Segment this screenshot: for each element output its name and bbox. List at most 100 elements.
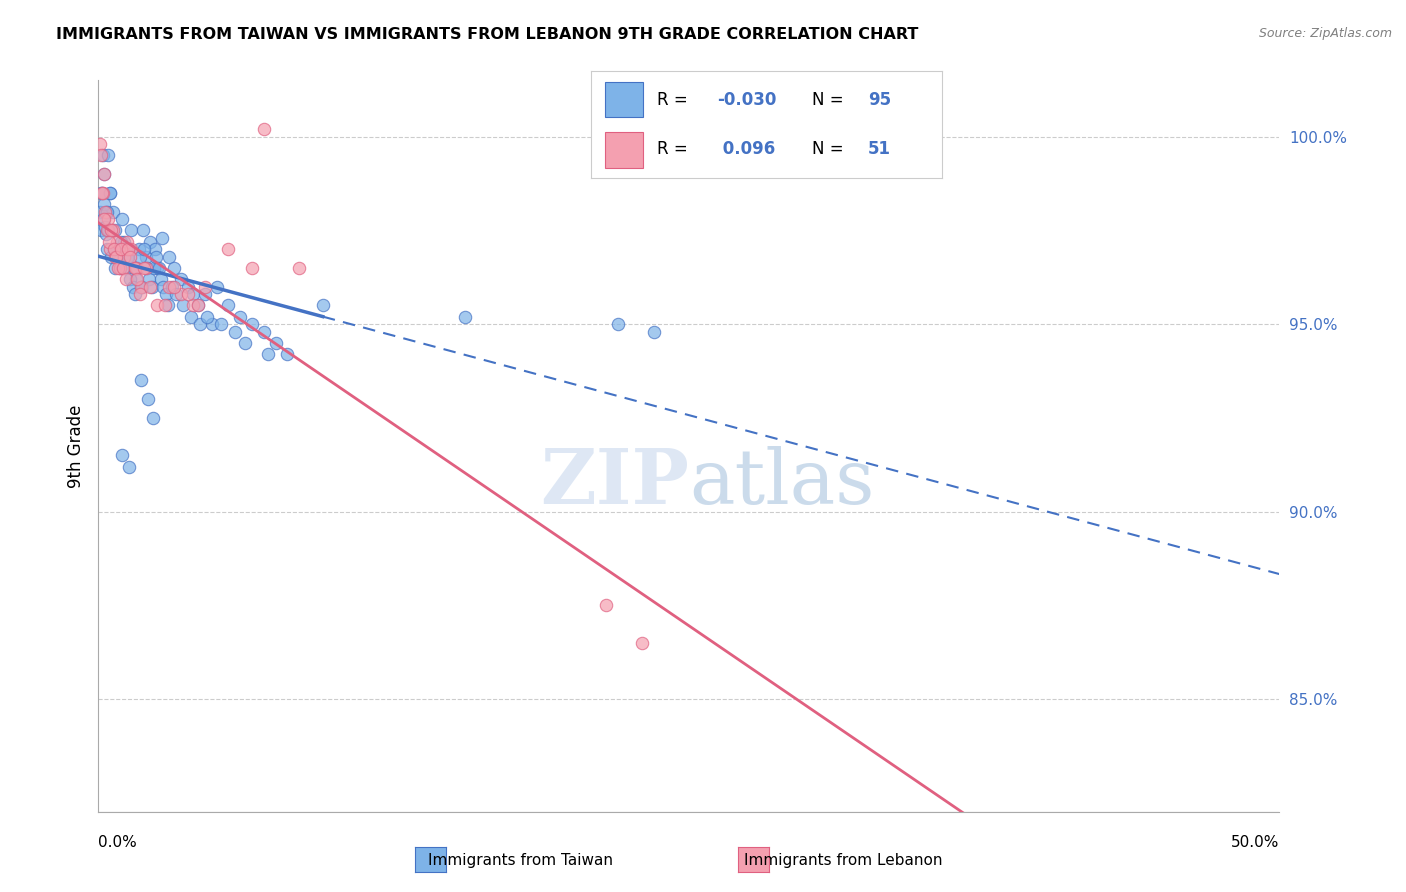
Point	[127, 272, 149, 286]
Text: Immigrants from Taiwan: Immigrants from Taiwan	[427, 854, 613, 868]
Point	[181, 287, 204, 301]
Text: 0.096: 0.096	[717, 141, 775, 159]
Point	[180, 310, 202, 324]
Point	[98, 235, 121, 249]
Point	[121, 279, 143, 293]
Point	[111, 449, 134, 463]
Point	[209, 317, 232, 331]
Point	[110, 242, 132, 256]
Point	[153, 298, 176, 312]
Point	[134, 260, 156, 275]
Text: R =: R =	[657, 141, 693, 159]
Point	[97, 148, 120, 162]
Point	[98, 186, 121, 200]
Point	[105, 242, 128, 256]
Point	[142, 410, 165, 425]
Point	[115, 250, 138, 264]
Point	[240, 317, 263, 331]
Point	[146, 298, 169, 312]
Point	[150, 231, 173, 245]
Point	[112, 260, 135, 275]
Point	[97, 212, 120, 227]
Point	[163, 279, 186, 293]
Point	[91, 212, 114, 227]
Point	[90, 148, 112, 162]
Point	[93, 167, 115, 181]
Point	[91, 186, 114, 200]
Point	[125, 272, 148, 286]
Point	[152, 279, 174, 293]
Point	[128, 250, 150, 264]
Point	[108, 260, 131, 275]
Point	[96, 204, 118, 219]
Point	[240, 260, 263, 275]
Point	[112, 235, 135, 249]
Point	[165, 287, 187, 301]
Point	[91, 186, 114, 200]
Point	[217, 242, 239, 256]
Point	[124, 287, 146, 301]
Text: atlas: atlas	[689, 446, 875, 519]
Point	[121, 223, 143, 237]
Point	[170, 272, 193, 286]
Point	[643, 325, 665, 339]
Point	[139, 279, 162, 293]
Point	[98, 186, 121, 200]
Text: N =: N =	[813, 141, 849, 159]
Point	[100, 250, 122, 264]
Point	[101, 223, 124, 237]
Y-axis label: 9th Grade: 9th Grade	[66, 404, 84, 488]
Point	[104, 250, 127, 264]
Text: N =: N =	[813, 91, 849, 109]
Text: 95: 95	[868, 91, 891, 109]
Point	[229, 310, 252, 324]
Point	[224, 325, 246, 339]
Point	[148, 260, 170, 275]
Point	[107, 260, 129, 275]
Point	[157, 298, 180, 312]
Point	[143, 242, 166, 256]
Point	[127, 260, 149, 275]
Point	[94, 227, 117, 241]
Point	[155, 287, 177, 301]
Point	[94, 204, 117, 219]
Point	[93, 197, 115, 211]
Point	[146, 260, 169, 275]
Text: R =: R =	[657, 91, 693, 109]
Point	[97, 223, 120, 237]
Point	[94, 204, 117, 219]
Text: IMMIGRANTS FROM TAIWAN VS IMMIGRANTS FROM LEBANON 9TH GRADE CORRELATION CHART: IMMIGRANTS FROM TAIWAN VS IMMIGRANTS FRO…	[56, 27, 918, 42]
Point	[187, 298, 209, 312]
Point	[118, 242, 141, 256]
Point	[128, 242, 150, 256]
Point	[630, 636, 652, 650]
Point	[217, 298, 239, 312]
Point	[170, 287, 193, 301]
Point	[115, 235, 138, 249]
Point	[89, 204, 111, 219]
Point	[100, 223, 122, 237]
Point	[98, 242, 121, 256]
Point	[90, 186, 112, 200]
Point	[172, 298, 194, 312]
Point	[107, 250, 129, 264]
Point	[104, 260, 127, 275]
Point	[312, 298, 335, 312]
Point	[117, 242, 139, 256]
Point	[103, 242, 125, 256]
Point	[122, 260, 145, 275]
Point	[129, 373, 152, 387]
Point	[595, 599, 617, 613]
Point	[108, 260, 131, 275]
Point	[453, 310, 475, 324]
Text: 51: 51	[868, 141, 891, 159]
Point	[194, 287, 217, 301]
Point	[120, 250, 142, 264]
Point	[135, 250, 157, 264]
Point	[89, 136, 111, 151]
Point	[135, 260, 157, 275]
Point	[129, 279, 152, 293]
Point	[91, 148, 114, 162]
Point	[157, 250, 180, 264]
Point	[103, 242, 125, 256]
